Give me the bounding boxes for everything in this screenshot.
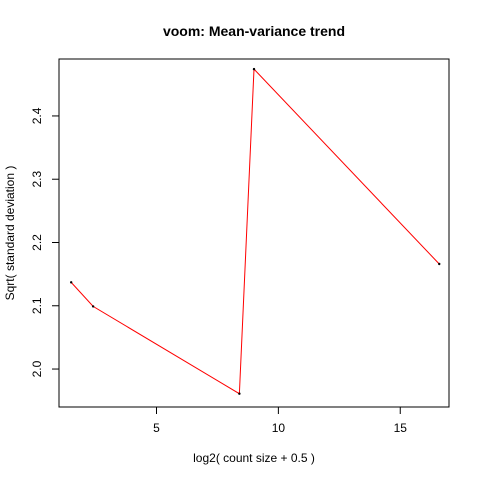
trend-line [70,67,440,395]
plot-frame [58,58,450,408]
data-point [91,305,95,308]
x-tick-label: 15 [394,421,408,435]
chart-title: voom: Mean-variance trend [163,23,345,39]
y-tick-label: 2.0 [30,360,44,377]
y-axis-label: Sqrt( standard deviation ) [3,166,17,301]
x-tick-label: 5 [153,421,160,435]
plot-area [69,67,441,395]
data-point [69,281,73,284]
x-tick-label: 10 [272,421,286,435]
data-point [252,67,256,71]
data-point [438,262,441,266]
y-tick-label: 2.1 [30,297,44,314]
x-axis: 5 10 15 [153,407,407,435]
y-axis: 2.0 2.1 2.2 2.3 2.4 [30,107,59,377]
y-tick-label: 2.4 [30,107,44,124]
y-tick-label: 2.3 [30,171,44,188]
y-tick-label: 2.2 [30,234,44,251]
x-axis-label: log2( count size + 0.5 ) [193,451,315,465]
data-point [238,392,241,395]
